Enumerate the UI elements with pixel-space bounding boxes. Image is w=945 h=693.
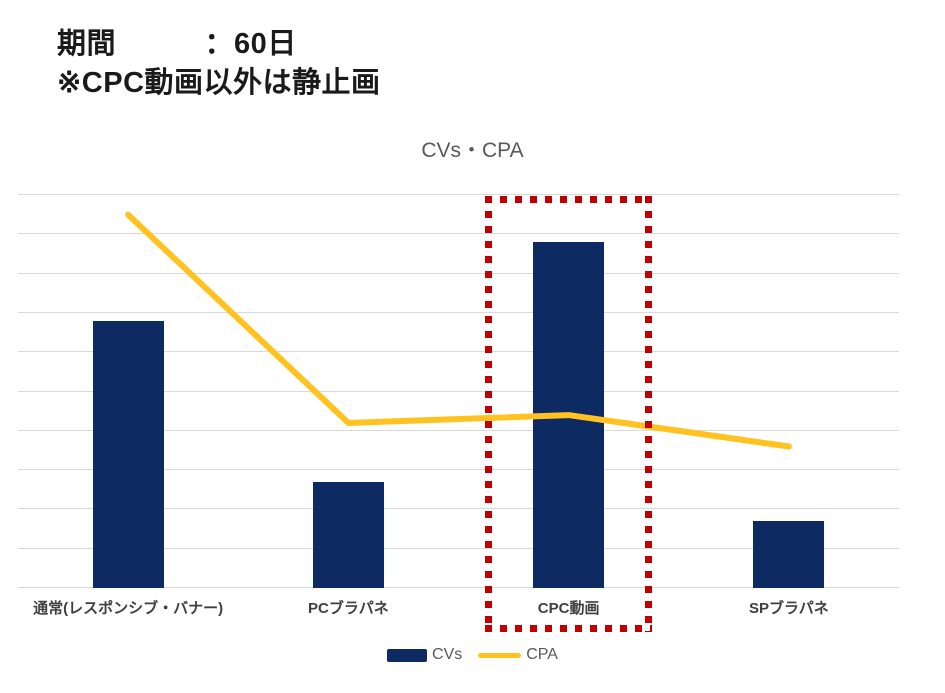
x-axis-label-0: 通常(レスポンシブ・バナー) xyxy=(33,600,224,617)
gridline xyxy=(18,508,899,510)
cpa-line-layer xyxy=(125,211,792,450)
legend-item-cpa: CPA xyxy=(478,646,558,664)
bar-cvs-3 xyxy=(753,521,825,588)
cvs-bar-swatch-icon xyxy=(387,648,428,662)
line-cpa xyxy=(125,211,792,450)
gridline xyxy=(18,429,899,431)
x-axis: 通常(レスポンシブ・バナー)PCブラパネCPC動画SPブラパネ xyxy=(18,597,899,623)
legend: CVs CPA xyxy=(0,646,945,664)
gridline xyxy=(18,351,899,353)
legend-label-cpa: CPA xyxy=(526,646,558,663)
plot-area xyxy=(18,194,899,588)
gridline xyxy=(18,272,899,274)
highlight-box xyxy=(485,196,652,632)
header-note-text: ※CPC動画以外は静止画 xyxy=(57,67,381,99)
gridline xyxy=(18,547,899,549)
gridline xyxy=(18,390,899,392)
gridline xyxy=(18,587,899,588)
gridline xyxy=(18,233,899,235)
x-axis-label-3: SPブラパネ xyxy=(748,600,829,617)
chart-title: CVs・CPA xyxy=(421,139,524,162)
cpa-line-swatch-icon xyxy=(478,652,522,658)
x-axis-label-1: PCブラパネ xyxy=(308,600,389,617)
bar-cvs-0 xyxy=(92,320,164,588)
gridline xyxy=(18,194,899,195)
header: 期間 ：60日 ※CPC動画以外は静止画 xyxy=(57,25,381,103)
header-period-text: 期間 ：60日 xyxy=(57,28,297,60)
legend-item-cvs: CVs xyxy=(387,646,462,664)
gridline xyxy=(18,311,899,313)
bar-cvs-1 xyxy=(312,481,384,588)
legend-label-cvs: CVs xyxy=(432,646,463,663)
gridline xyxy=(18,469,899,471)
